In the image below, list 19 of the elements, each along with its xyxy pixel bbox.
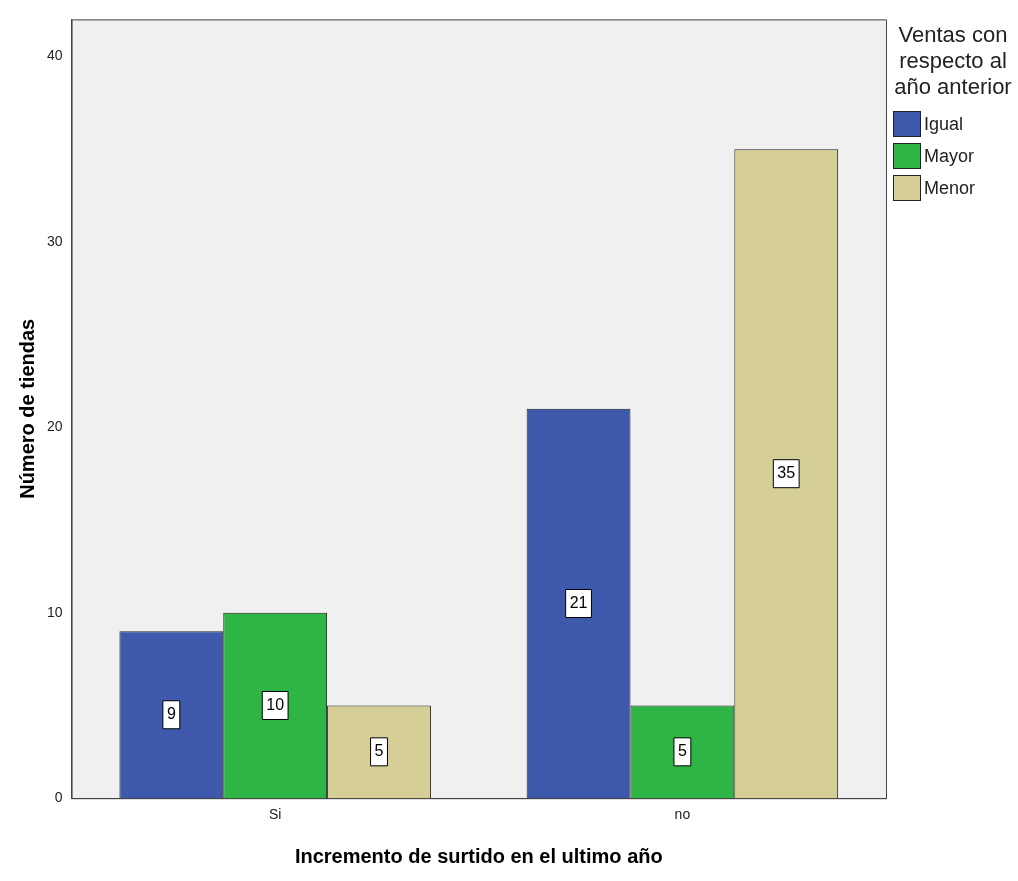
legend-label: Menor (924, 177, 976, 199)
y-tick-label: 30 (46, 232, 63, 249)
y-tick-label: 10 (46, 603, 63, 620)
data-label: 5 (374, 742, 384, 760)
legend-title: Ventas con respecto al año anterior (893, 22, 1013, 100)
x-axis-title: Incremento de surtido en el ultimo año (294, 844, 663, 867)
data-label: 21 (569, 593, 588, 611)
x-tick-label: Si (268, 806, 282, 823)
data-label: 35 (777, 464, 796, 482)
legend-label: Mayor (924, 145, 975, 167)
y-tick-label: 0 (54, 789, 63, 806)
x-tick-label: no (674, 806, 691, 823)
data-label: 10 (266, 695, 285, 713)
data-label: 9 (166, 705, 176, 723)
y-axis-title: Número de tiendas (15, 318, 38, 499)
y-tick-label: 20 (46, 418, 63, 435)
data-label: 5 (677, 742, 687, 760)
legend-label: Igual (924, 113, 964, 135)
y-tick-label: 40 (46, 47, 63, 64)
